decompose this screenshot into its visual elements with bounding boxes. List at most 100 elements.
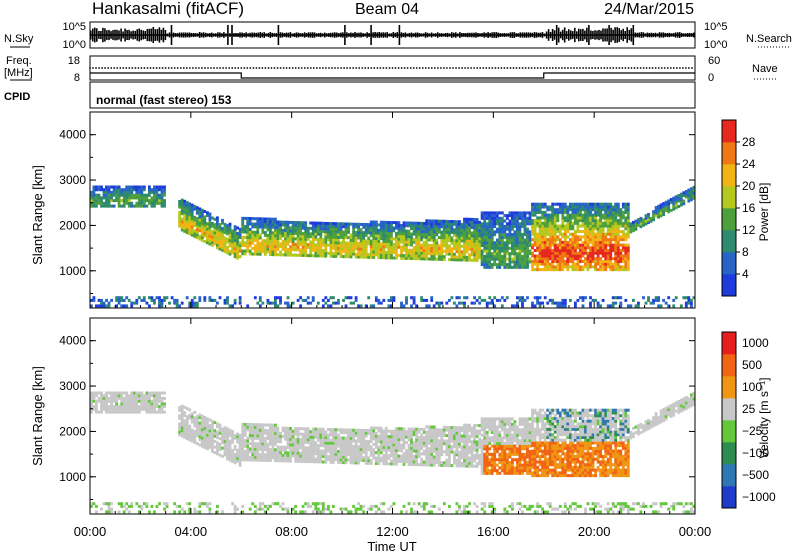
colorbar-swatch xyxy=(722,208,736,231)
range-gate-cell xyxy=(563,210,567,214)
range-gate-cell xyxy=(556,262,560,266)
range-gate-cell xyxy=(198,429,202,433)
range-gate-cell xyxy=(516,219,519,223)
ground-scatter-cell xyxy=(100,298,103,302)
range-gate-cell xyxy=(465,231,469,235)
range-gate-cell xyxy=(369,247,373,251)
range-gate-cell xyxy=(276,432,280,436)
range-gate-cell xyxy=(473,250,477,254)
range-gate-cell xyxy=(271,426,275,430)
range-gate-cell xyxy=(601,221,605,225)
range-gate-cell xyxy=(276,242,280,246)
range-gate-cell xyxy=(526,230,529,234)
range-gate-cell xyxy=(228,445,232,449)
range-gate-cell xyxy=(188,216,192,220)
range-gate-cell xyxy=(533,262,537,266)
freq-point xyxy=(98,67,100,69)
ground-scatter-cell xyxy=(160,298,164,302)
range-gate-cell xyxy=(667,199,671,203)
range-gate-cell xyxy=(566,249,570,253)
range-gate-cell xyxy=(206,233,209,237)
range-gate-cell xyxy=(574,205,577,209)
range-gate-cell xyxy=(427,252,431,256)
range-gate-cell xyxy=(387,229,391,233)
range-gate-cell xyxy=(105,204,108,208)
range-gate-cell xyxy=(334,224,338,228)
range-gate-cell xyxy=(556,238,560,242)
range-gate-cell xyxy=(460,223,464,227)
range-gate-cell xyxy=(243,441,247,445)
range-gate-cell xyxy=(445,230,449,234)
range-gate-cell xyxy=(153,188,156,192)
range-gate-cell xyxy=(450,247,454,251)
range-gate-cell xyxy=(367,228,371,232)
range-gate-cell xyxy=(304,440,308,444)
range-gate-cell xyxy=(200,236,204,240)
range-gate-cell xyxy=(301,251,305,255)
range-gate-cell xyxy=(369,245,373,249)
freq-point xyxy=(600,67,603,69)
range-gate-cell xyxy=(185,407,189,411)
range-gate-cell xyxy=(556,230,560,234)
range-gate-cell xyxy=(241,219,245,223)
range-gate-cell xyxy=(601,213,605,217)
range-gate-cell xyxy=(342,233,345,237)
ground-scatter-cell xyxy=(266,298,270,302)
range-gate-cell xyxy=(261,222,265,226)
range-gate-cell xyxy=(425,246,429,250)
range-gate-cell xyxy=(397,243,401,247)
range-gate-cell xyxy=(299,232,303,236)
range-gate-cell xyxy=(626,205,630,209)
ground-scatter-cell xyxy=(178,510,182,514)
ground-scatter-cell xyxy=(352,301,356,305)
range-gate-cell xyxy=(266,434,270,438)
range-gate-cell xyxy=(127,402,131,406)
range-gate-cell xyxy=(405,224,408,228)
range-gate-cell xyxy=(203,220,207,224)
range-gate-cell xyxy=(324,224,328,228)
range-gate-cell xyxy=(485,263,489,267)
range-gate-cell xyxy=(490,211,494,215)
range-gate-cell xyxy=(541,205,545,209)
range-gate-cell xyxy=(407,251,411,255)
range-gate-cell xyxy=(117,193,121,197)
range-gate-cell xyxy=(402,237,406,241)
range-gate-cell xyxy=(637,221,640,225)
range-gate-cell xyxy=(216,425,219,429)
range-gate-cell xyxy=(586,221,590,225)
range-gate-cell xyxy=(158,405,161,409)
freq-point xyxy=(676,67,678,69)
freq-point xyxy=(633,67,636,69)
freq-point xyxy=(364,67,367,69)
range-gate-cell xyxy=(606,202,610,206)
range-gate-cell xyxy=(516,222,519,226)
range-gate-cell xyxy=(148,410,151,414)
range-gate-cell xyxy=(495,222,499,226)
range-gate-cell xyxy=(425,249,429,253)
ground-scatter-cell xyxy=(642,296,645,300)
range-gate-cell xyxy=(284,228,287,232)
ground-scatter-cell xyxy=(684,296,688,300)
range-gate-cell xyxy=(135,402,139,406)
range-gate-cell xyxy=(241,252,245,256)
ground-scatter-cell xyxy=(339,507,343,511)
ground-scatter-cell xyxy=(190,298,194,302)
range-gate-cell xyxy=(357,222,361,226)
range-gate-cell xyxy=(258,447,262,451)
range-gate-cell xyxy=(90,405,93,409)
range-gate-cell xyxy=(531,268,534,272)
range-gate-cell xyxy=(599,259,603,263)
range-gate-cell xyxy=(263,453,267,457)
range-gate-cell xyxy=(183,213,187,217)
range-gate-cell xyxy=(526,257,529,261)
range-gate-cell xyxy=(238,463,242,467)
range-gate-cell xyxy=(314,254,318,258)
range-gate-cell xyxy=(248,431,252,435)
range-gate-cell xyxy=(609,262,613,266)
range-gate-cell xyxy=(538,251,542,255)
range-gate-cell xyxy=(226,446,229,450)
range-gate-cell xyxy=(271,445,275,449)
range-gate-cell xyxy=(556,257,560,261)
range-gate-cell xyxy=(374,245,378,249)
